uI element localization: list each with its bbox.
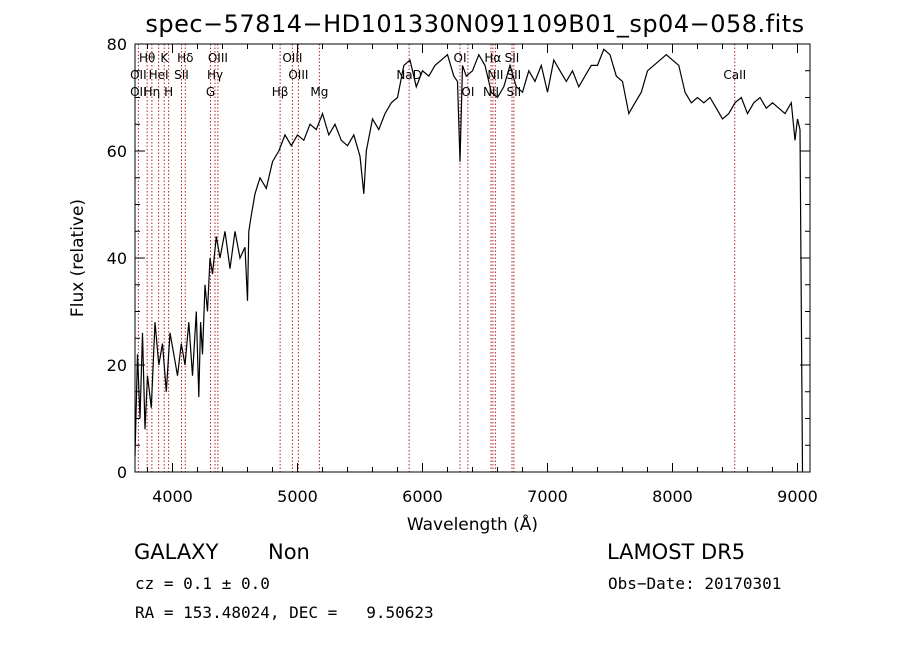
line-label: SII [507, 68, 522, 82]
line-label: CaII [723, 68, 746, 82]
line-label: NII [487, 68, 503, 82]
line-label: Mg [310, 85, 328, 99]
line-marker-group [137, 44, 736, 472]
line-label: G [206, 85, 215, 99]
line-label: Hη [144, 85, 161, 99]
y-axis-ticks: 0 20 40 60 80 [107, 35, 810, 482]
line-label: OIII [288, 68, 308, 82]
line-label: H [164, 85, 173, 99]
line-label: NaD [396, 68, 422, 82]
y-tick-label: 20 [107, 356, 127, 375]
object-subclass: Non [268, 540, 310, 564]
coordinates-line: RA = 153.48024, DEC = 9.50623 [135, 603, 434, 622]
line-label: Hα [484, 51, 501, 65]
x-axis-ticks: 4000 5000 6000 7000 8000 9000 [147, 44, 818, 506]
chart-title: spec−57814−HD101330N091109B01_sp04−058.f… [145, 10, 805, 38]
line-label: K [160, 51, 169, 65]
line-label: SII [507, 85, 522, 99]
y-tick-label: 60 [107, 142, 127, 161]
survey-name: LAMOST DR5 [607, 540, 746, 564]
line-label: OI [454, 51, 467, 65]
line-label: SII [505, 51, 520, 65]
x-tick-label: 9000 [777, 487, 818, 506]
line-label: Hθ [139, 51, 155, 65]
object-class: GALAXY [134, 540, 219, 564]
obs-date-line: Obs−Date: 20170301 [608, 574, 782, 593]
line-label: OII [130, 85, 147, 99]
line-label: Hδ [177, 51, 193, 65]
line-label: HeI [149, 68, 169, 82]
y-axis-label: Flux (relative) [68, 199, 88, 317]
x-tick-label: 4000 [152, 487, 193, 506]
line-label: Hβ [272, 85, 289, 99]
redshift-line: cz = 0.1 ± 0.0 [135, 574, 270, 593]
x-tick-label: 8000 [652, 487, 693, 506]
line-label: OII [130, 68, 147, 82]
line-label: OIII [208, 51, 228, 65]
x-tick-label: 6000 [402, 487, 443, 506]
plot-frame [134, 43, 811, 473]
line-label: Hγ [207, 68, 223, 82]
line-label: SII [174, 68, 189, 82]
x-tick-label: 7000 [527, 487, 568, 506]
y-tick-label: 0 [117, 463, 127, 482]
y-tick-label: 40 [107, 249, 127, 268]
y-tick-label: 80 [107, 35, 127, 54]
spectrum-line [134, 48, 804, 473]
x-axis-label: Wavelength (Å) [407, 513, 538, 535]
line-label: OI [461, 85, 474, 99]
line-label: OIII [282, 51, 302, 65]
x-tick-label: 5000 [277, 487, 318, 506]
